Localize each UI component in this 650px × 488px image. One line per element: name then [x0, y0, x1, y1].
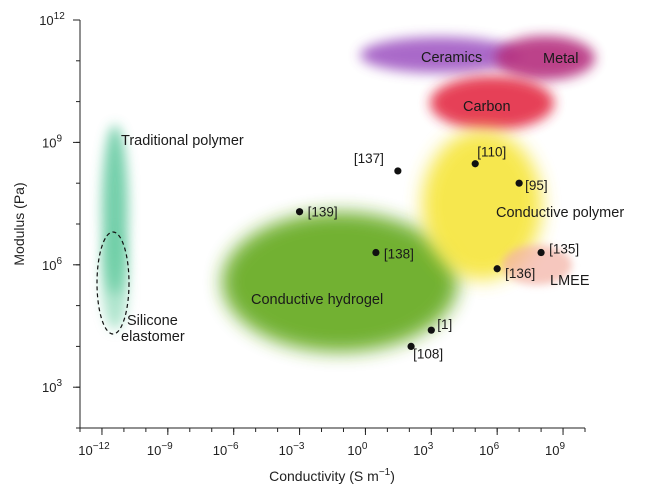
region-label-conductive-hydrogel: Conductive hydrogel — [251, 292, 383, 308]
x-tick-label: 10−3 — [279, 441, 305, 458]
data-point — [493, 265, 501, 273]
silicone-elastomer-outline — [96, 231, 130, 335]
region-label-ceramics: Ceramics — [421, 50, 482, 66]
region-ceramics — [360, 37, 520, 73]
tick-labels: 10−12 10−9 10−6 10−3 100 103 106 109 103 106 109 10… — [39, 11, 565, 458]
regions — [96, 36, 595, 352]
data-point-label: [139] — [308, 205, 338, 220]
y-tick-label: 106 — [42, 256, 62, 273]
data-point-label: [137] — [354, 151, 384, 166]
data-point — [295, 208, 304, 216]
data-point-label: [135] — [549, 242, 579, 257]
data-point — [515, 179, 523, 187]
x-axis-title-exponent: −1 — [379, 467, 391, 478]
x-tick-label: 103 — [413, 441, 433, 458]
region-lmee — [502, 245, 572, 285]
y-tick-label: 103 — [42, 378, 62, 395]
x-tick-label: 10−6 — [213, 441, 239, 458]
region-label-metal: Metal — [543, 51, 578, 67]
region-label-traditional-polymer: Traditional polymer — [121, 133, 244, 149]
region-conductive-hydrogel — [222, 212, 458, 352]
region-silicone-elastomer — [102, 230, 128, 330]
data-point — [471, 160, 479, 168]
region-label-conductive-polymer: Conductive polymer — [496, 205, 624, 221]
data-point — [427, 326, 435, 334]
data-point — [537, 248, 545, 257]
y-axis-title: Modulus (Pa) — [11, 182, 27, 265]
x-tick-label: 106 — [479, 441, 499, 458]
data-point-label: [108] — [413, 346, 443, 361]
x-tick-label: 10−12 — [78, 441, 110, 458]
x-tick-label: 109 — [545, 441, 565, 458]
x-axis-title-text: Conductivity (S m — [269, 468, 379, 484]
x-axis-title: Conductivity (S m−1) — [269, 467, 395, 484]
y-tick-label: 1012 — [39, 11, 65, 28]
region-label-silicone-elastomer: Silicone elastomer — [121, 313, 185, 345]
data-point-label: [1] — [437, 317, 452, 332]
data-point-label: [138] — [384, 247, 414, 262]
region-label-carbon: Carbon — [463, 99, 511, 115]
data-point — [372, 248, 380, 257]
data-points: [137] [110] [95] [139] [138] [135] [136] [1] [10… — [295, 145, 579, 361]
region-carbon — [430, 76, 554, 130]
data-point-label: [136] — [505, 266, 535, 281]
data-point — [394, 167, 402, 175]
data-point — [407, 342, 415, 350]
data-point-label: [110] — [477, 145, 506, 160]
region-label-lmee: LMEE — [550, 273, 590, 289]
x-tick-label: 100 — [347, 441, 367, 458]
region-metal — [495, 36, 595, 80]
y-tick-label: 109 — [42, 133, 62, 150]
ticks — [73, 19, 586, 435]
x-axis-title-close: ) — [390, 468, 395, 484]
region-conductive-polymer — [422, 130, 542, 280]
data-point-label: [95] — [525, 178, 548, 193]
x-tick-label: 10−9 — [147, 441, 173, 458]
